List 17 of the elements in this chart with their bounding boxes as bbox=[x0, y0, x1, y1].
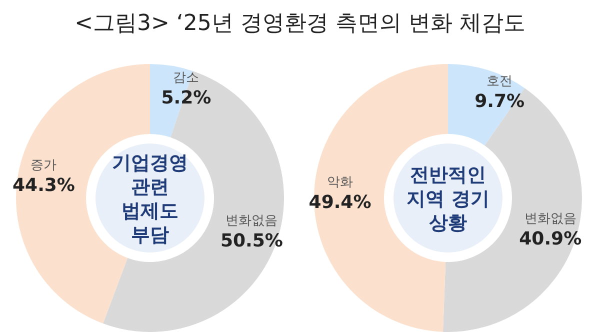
slice-label: 호전 bbox=[486, 74, 513, 90]
data-label: 49.4% bbox=[308, 192, 372, 213]
donut-slice bbox=[448, 64, 525, 146]
slice-label: 증가 bbox=[30, 158, 57, 173]
data-label: 5.2% bbox=[161, 87, 212, 108]
text: 전반적인 지역 경기 상황 bbox=[406, 164, 490, 234]
text: 기업경영 관련 법제도 부담 bbox=[112, 152, 188, 246]
data-label: 44.3% bbox=[12, 174, 75, 196]
data-label: 9.7% bbox=[474, 91, 525, 112]
slice-label: 감소 bbox=[173, 70, 200, 86]
text: <그림3> ‘25년 경영환경 측면의 변화 체감도 bbox=[74, 11, 526, 36]
slice-label: 악화 bbox=[327, 174, 354, 190]
slice-label: 변화없음 bbox=[226, 213, 278, 228]
data-label: 40.9% bbox=[519, 228, 582, 250]
slice-label: 변화없음 bbox=[524, 211, 576, 226]
data-label: 50.5% bbox=[220, 230, 283, 252]
donut-slice bbox=[103, 71, 284, 332]
